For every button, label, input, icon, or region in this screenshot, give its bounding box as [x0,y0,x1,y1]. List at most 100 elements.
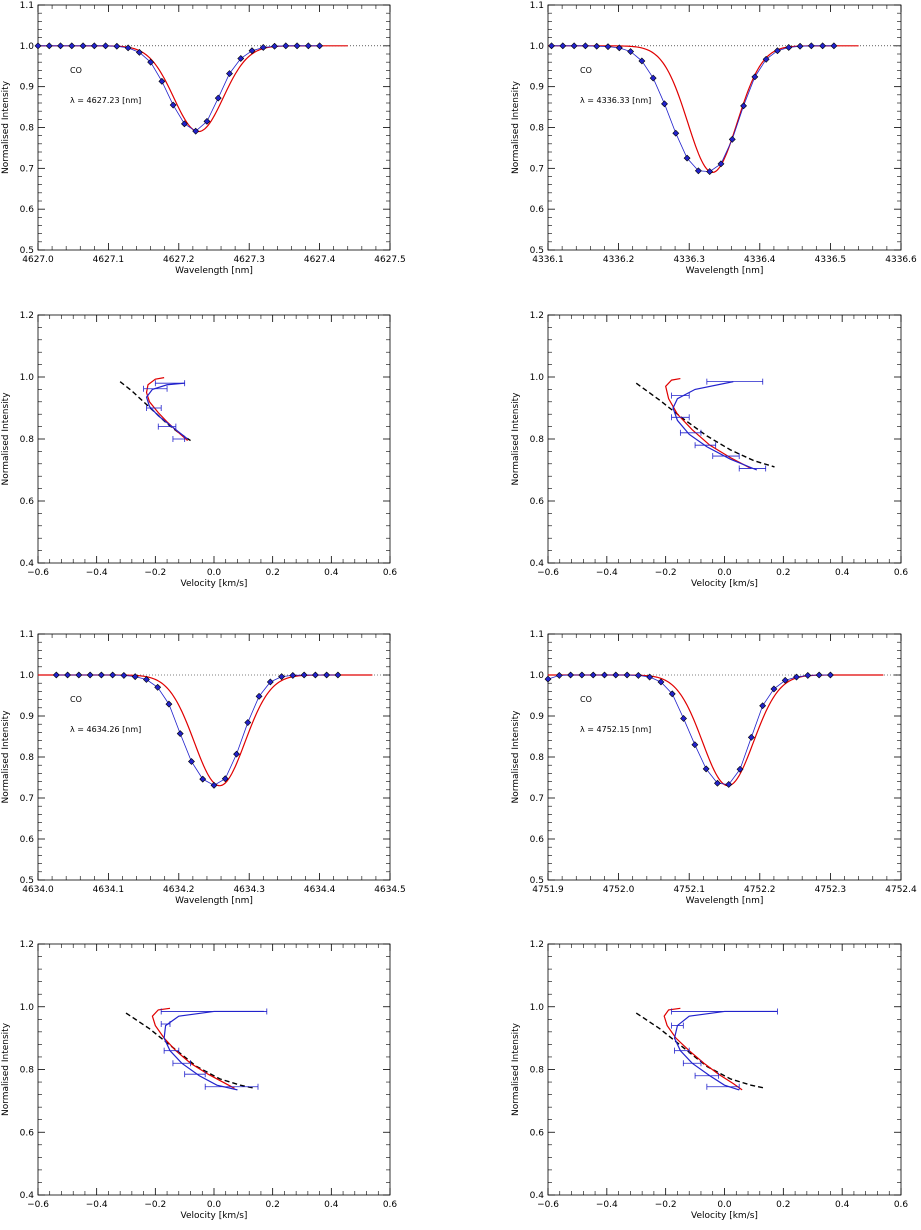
y-tick-label: 1.1 [20,630,34,640]
data-point-diamond [661,100,668,108]
data-point-diamond [815,671,823,679]
x-tick-label: 4751.9 [532,885,564,895]
data-point-diamond [714,779,721,787]
x-tick-label: 4752.2 [744,885,776,895]
data-point-diamond [34,42,42,50]
y-tick-label: 0.7 [530,164,544,174]
y-axis-title: Normalised Intensity [511,80,521,174]
data-point-diamond [259,44,267,51]
x-tick-label: 0.4 [324,568,339,578]
x-tick-label: −0.4 [86,568,108,578]
data-point-diamond [706,168,714,176]
chart-panel-3: −0.6 −0.4 −0.2 0.0 0.2 0.4 0.6 0.4 0.6 0.8 1.0 1.2 V… [1,311,397,589]
y-tick-label: 0.8 [530,435,545,445]
data-point-diamond [634,671,642,679]
x-axis-title: Wavelength [nm] [175,266,253,276]
plot-frame [547,943,902,1196]
data-point-diamond [147,58,155,66]
observed-line [551,45,834,173]
x-tick-label: 0.6 [383,1200,398,1210]
data-point-diamond [102,42,110,50]
data-point-diamond [819,42,827,50]
x-tick-label: −0.6 [27,1200,49,1210]
data-point-diamond [278,673,286,681]
x-tick-label: −0.2 [655,1200,677,1210]
data-point-diamond [158,77,166,85]
y-tick-label: 0.9 [530,712,545,722]
x-tick-label: 0.6 [894,1200,909,1210]
data-point-diamond [90,42,98,50]
x-tick-label: −0.4 [596,568,618,578]
y-axis-title: Normalised Intensity [1,1022,11,1116]
data-point-diamond [255,692,263,700]
wavelength-label: λ = 4634.26 [nm] [70,725,141,734]
x-tick-label: −0.2 [144,1200,166,1210]
x-tick-label: 4634.0 [22,885,54,895]
species-label: CO [70,66,82,75]
data-point-diamond [657,678,665,686]
data-point-diamond [131,673,139,681]
y-tick-label: 1.0 [20,1003,35,1013]
data-point-diamond [57,42,64,50]
data-point-diamond [120,671,128,679]
y-tick-label: 0.5 [20,876,34,886]
dashed-bisector-line [635,1012,766,1090]
blue-bisector-line [163,1010,264,1091]
data-point-diamond [604,43,612,51]
y-tick-label: 0.8 [20,124,35,134]
data-point-diamond [747,733,755,741]
y-tick-label: 1.1 [530,630,544,640]
plot-frame [547,633,902,881]
blue-bisector-line [672,381,758,471]
y-tick-label: 0.8 [20,753,35,763]
data-point-diamond [68,42,76,50]
x-tick-label: 4634.1 [93,885,125,895]
chart-panel-6: 4751.9 4752.0 4752.1 4752.2 4752.3 4752.4 0.5 0… [511,630,917,906]
data-point-diamond [649,74,657,82]
y-axis-title: Normalised Intensity [1,80,11,174]
data-point-diamond [266,678,274,686]
data-point-diamond [751,73,759,81]
y-tick-label: 0.6 [530,1128,545,1138]
x-tick-label: 4336.2 [603,255,635,265]
y-tick-label: 0.6 [20,835,35,845]
x-tick-label: 4627.4 [304,255,336,265]
x-tick-label: 0.6 [894,568,909,578]
plot-frame [547,314,902,564]
x-axis-title: Wavelength [nm] [175,896,253,906]
data-point-diamond [79,42,87,50]
y-tick-label: 0.4 [530,559,545,569]
data-point-diamond [770,685,778,693]
y-tick-label: 0.6 [20,497,35,507]
data-point-diamond [97,671,105,679]
y-tick-label: 0.8 [530,124,545,134]
data-point-diamond [181,120,188,128]
data-point-diamond [124,44,132,52]
y-tick-label: 0.6 [530,205,545,215]
data-point-diamond [774,47,781,55]
x-axis-title: Velocity [km/s] [691,579,758,589]
data-point-diamond [165,700,173,708]
y-axis-title: Normalised Intensity [511,392,521,486]
x-tick-label: 4336.3 [673,255,705,265]
y-axis-title: Normalised Intensity [1,392,11,486]
data-point-diamond [646,673,654,681]
data-point-diamond [717,160,725,168]
plot-frame [547,4,902,251]
data-point-diamond [623,671,631,679]
blue-bisector-line [145,382,188,440]
data-point-diamond [109,671,117,679]
y-tick-label: 0.4 [20,1191,35,1201]
chart-panel-2: 4336.1 4336.2 4336.3 4336.4 4336.5 4336.6 0.5 0… [511,1,917,276]
y-tick-label: 0.9 [20,83,35,93]
x-tick-label: 4627.5 [374,255,406,265]
x-tick-label: −0.6 [537,1200,559,1210]
y-tick-label: 0.5 [20,246,34,256]
x-tick-label: 4752.1 [673,885,705,895]
data-point-diamond [192,127,200,135]
x-tick-label: 4752.3 [815,885,847,895]
x-tick-label: 0.0 [207,568,222,578]
data-point-diamond [589,671,597,679]
species-label: CO [70,695,82,704]
